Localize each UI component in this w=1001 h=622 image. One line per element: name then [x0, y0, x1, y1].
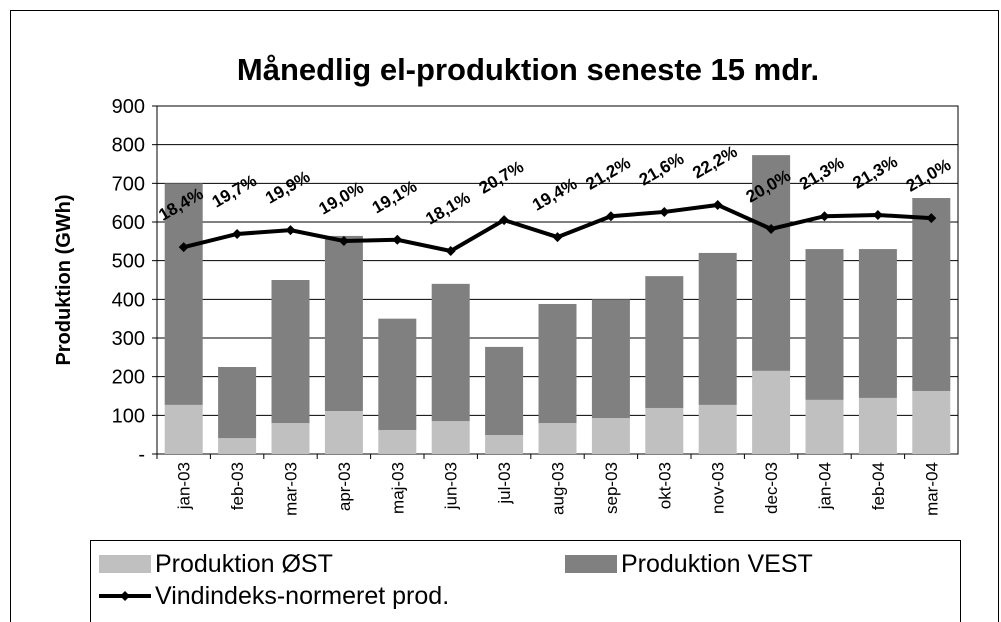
bar: [164, 404, 203, 454]
legend-label: Produktion VEST: [621, 550, 813, 578]
y-axis-title: Produktion (GWh): [53, 194, 75, 365]
x-tick-label: dec-03: [762, 462, 781, 514]
bar: [591, 299, 630, 419]
y-tick-label: 500: [112, 251, 145, 273]
bar: [485, 435, 524, 454]
legend-swatch: [99, 555, 151, 573]
x-tick-label: nov-03: [709, 462, 728, 514]
bar: [645, 276, 684, 408]
x-tick-label: sep-03: [602, 462, 621, 514]
line-marker: [552, 232, 563, 243]
y-tick-label: -: [138, 444, 145, 466]
line-marker: [659, 206, 670, 217]
bar: [805, 399, 844, 454]
bar: [538, 303, 577, 424]
line-marker: [926, 213, 937, 224]
bar: [805, 249, 844, 400]
line-marker: [445, 246, 456, 256]
bar: [218, 367, 257, 439]
bar: [324, 411, 363, 454]
bar: [698, 404, 737, 454]
bar: [912, 390, 951, 454]
x-tick-label: jan-03: [175, 462, 194, 510]
x-tick-label: maj-03: [388, 462, 407, 514]
y-tick-label: 200: [112, 367, 145, 389]
line-marker: [766, 223, 777, 234]
bar: [858, 397, 897, 454]
line-marker: [712, 199, 723, 210]
x-tick-label: jun-03: [442, 462, 461, 510]
bar: [752, 370, 791, 454]
line-marker: [178, 242, 189, 253]
y-tick-label: 700: [112, 173, 145, 195]
legend-label: Vindindeks-normeret prod.: [155, 582, 449, 610]
bar: [698, 252, 737, 405]
line-marker: [338, 235, 349, 246]
line-marker: [872, 210, 883, 221]
x-tick-label: feb-03: [228, 462, 247, 510]
y-tick-label: 100: [112, 405, 145, 427]
legend-marker: [120, 591, 130, 601]
bar: [431, 421, 470, 454]
y-tick-label: 800: [112, 135, 145, 157]
bar: [378, 318, 417, 431]
bar: [538, 423, 577, 454]
bar: [218, 438, 257, 454]
legend-frame: [90, 540, 961, 622]
x-tick-label: mar-03: [282, 462, 301, 516]
bar: [591, 418, 630, 454]
bar: [271, 280, 310, 424]
bar: [912, 198, 951, 391]
bar: [752, 155, 791, 371]
y-tick-label: 600: [112, 212, 145, 234]
bar: [431, 283, 470, 422]
x-tick-label: apr-03: [335, 462, 354, 511]
bar: [858, 249, 897, 398]
bar: [485, 346, 524, 436]
line-marker: [285, 225, 296, 236]
x-tick-label: feb-04: [869, 462, 888, 510]
line-marker: [499, 215, 510, 226]
legend-label: Produktion ØST: [155, 550, 333, 578]
x-tick-label: aug-03: [549, 462, 568, 515]
x-tick-label: okt-03: [655, 462, 674, 509]
legend-swatch: [565, 555, 617, 573]
chart-title: Månedlig el-produktion seneste 15 mdr.: [237, 52, 819, 87]
bar: [324, 235, 363, 412]
line-marker: [605, 211, 616, 222]
bar: [271, 423, 310, 454]
line-marker: [819, 211, 830, 222]
x-tick-label: jan-04: [816, 462, 835, 510]
line-marker: [392, 234, 403, 245]
line-marker: [232, 228, 243, 239]
y-tick-label: 900: [112, 96, 145, 118]
bar: [378, 430, 417, 454]
bar: [164, 183, 203, 405]
x-tick-label: mar-04: [922, 462, 941, 516]
x-tick-label: jul-03: [495, 462, 514, 505]
y-tick-label: 300: [112, 328, 145, 350]
bar: [645, 407, 684, 454]
y-tick-label: 400: [112, 289, 145, 311]
